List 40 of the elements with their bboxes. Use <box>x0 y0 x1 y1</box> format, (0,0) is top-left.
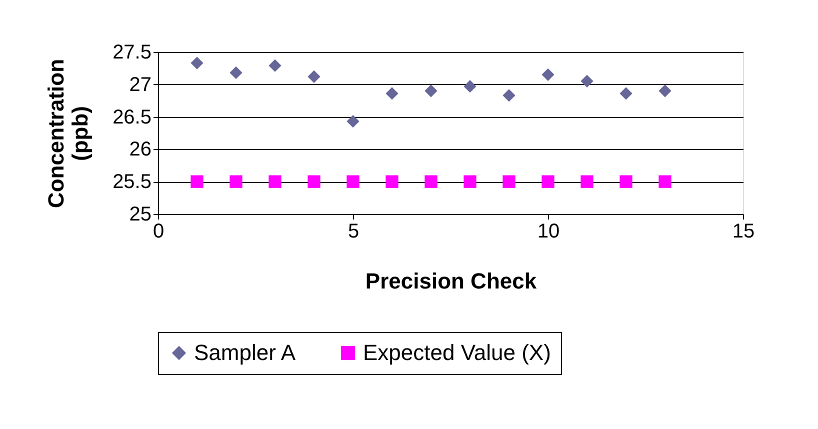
point <box>658 84 672 98</box>
y-tick-label: 26 <box>129 138 152 161</box>
y-tick-label: 25 <box>129 204 152 226</box>
y-tick-label: 27 <box>129 74 152 96</box>
point <box>386 175 398 188</box>
x-tick-label: 5 <box>348 220 360 242</box>
legend-label: Expected Value (X) <box>363 340 551 365</box>
x-axis-title: Precision Check <box>365 268 538 294</box>
point <box>230 66 242 80</box>
point <box>346 115 360 128</box>
point <box>464 80 476 93</box>
y-tick-label: 26.5 <box>112 106 152 128</box>
point <box>542 175 554 188</box>
y-tick-label: 25.5 <box>112 171 152 194</box>
point <box>542 68 554 82</box>
y-axis-title: Concentration (ppb) <box>44 58 93 208</box>
x-tick-label: 0 <box>152 220 164 242</box>
point <box>464 175 476 188</box>
point <box>268 59 282 72</box>
point <box>190 56 204 70</box>
point <box>580 175 594 188</box>
point <box>308 70 320 83</box>
point <box>620 87 632 100</box>
point <box>346 175 360 188</box>
point <box>502 89 516 102</box>
point <box>620 175 632 188</box>
point <box>308 175 320 188</box>
y-tick-label: 27.5 <box>112 42 152 64</box>
point <box>502 175 516 188</box>
point <box>190 175 204 188</box>
point <box>658 175 672 188</box>
point <box>580 74 594 88</box>
point <box>268 175 282 188</box>
point <box>386 87 398 100</box>
legend-label: Sampler A <box>194 340 296 365</box>
x-tick-label: 15 <box>732 220 755 242</box>
point <box>424 84 438 98</box>
point <box>424 175 438 188</box>
x-tick-label: 10 <box>537 220 560 242</box>
point <box>230 175 242 188</box>
